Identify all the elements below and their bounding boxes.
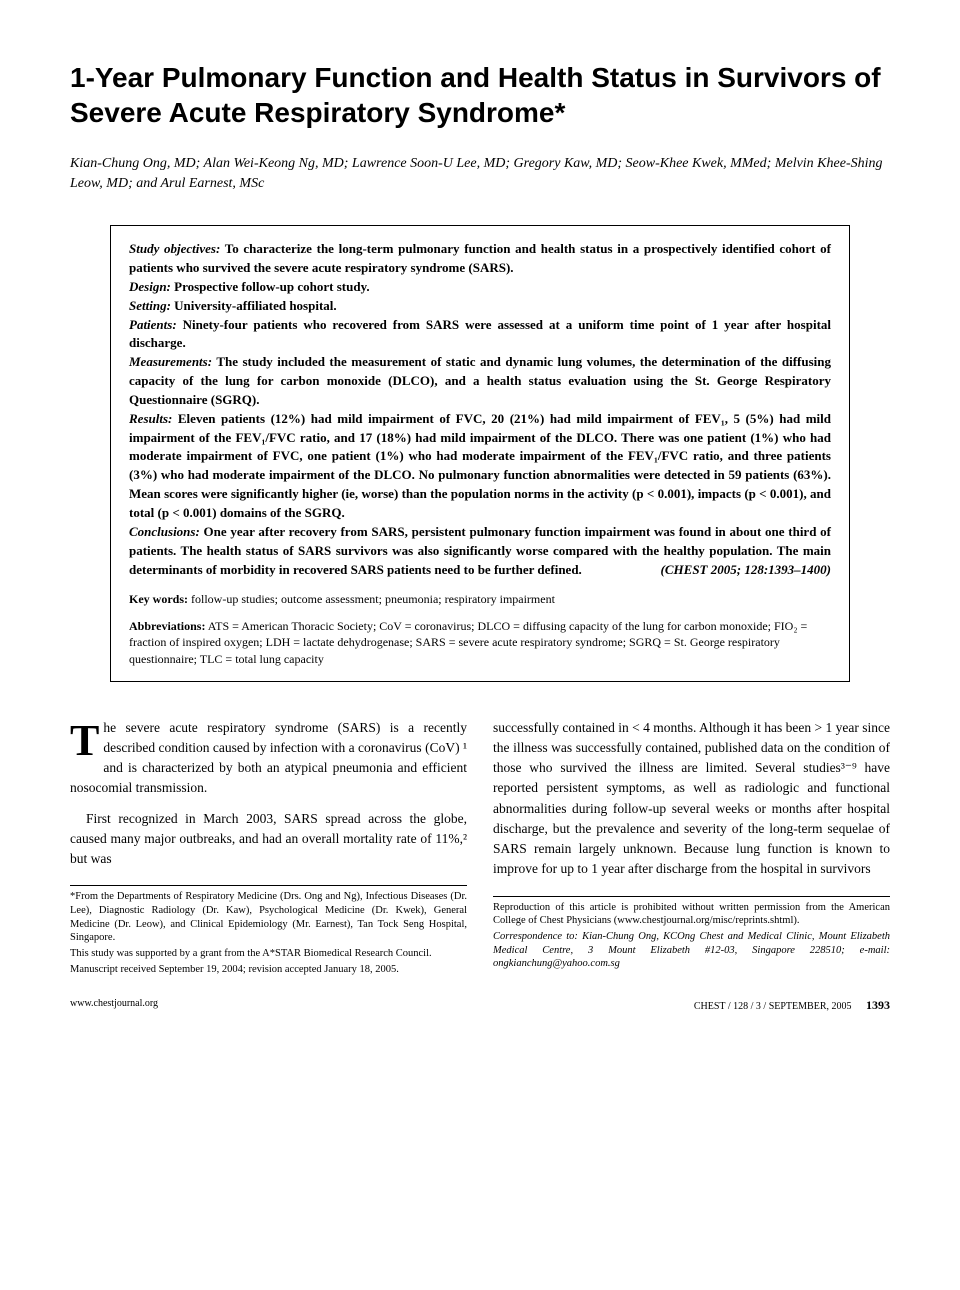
footer-right: CHEST / 128 / 3 / SEPTEMBER, 2005 1393 [694,998,890,1013]
keywords-text: follow-up studies; outcome assessment; p… [191,592,555,606]
patients-label: Patients: [129,317,177,332]
page-footer: www.chestjournal.org CHEST / 128 / 3 / S… [70,998,890,1013]
results-label: Results: [129,411,172,426]
paragraph-1: The severe acute respiratory syndrome (S… [70,718,467,799]
citation: (CHEST 2005; 128:1393–1400) [661,561,831,580]
author-list: Kian-Chung Ong, MD; Alan Wei-Keong Ng, M… [70,154,890,193]
body-text: The severe acute respiratory syndrome (S… [70,718,890,979]
support-note: This study was supported by a grant from… [70,947,467,961]
design-label: Design: [129,279,171,294]
drop-cap: T [70,718,103,759]
measurements-text: The study included the measurement of st… [129,354,831,407]
footer-issue: CHEST / 128 / 3 / SEPTEMBER, 2005 [694,1001,852,1012]
conclusions-label: Conclusions: [129,524,200,539]
abbreviations-line: Abbreviations: ATS = American Thoracic S… [129,618,831,667]
abbreviations-text: ATS = American Thoracic Society; CoV = c… [129,619,807,665]
footnotes-left: *From the Departments of Respiratory Med… [70,885,467,976]
footer-url: www.chestjournal.org [70,998,158,1013]
reproduction-note: Reproduction of this article is prohibit… [493,901,890,928]
abstract-box: Study objectives: To characterize the lo… [110,225,850,682]
keywords-line: Key words: follow-up studies; outcome as… [129,591,831,608]
setting-text: University-affiliated hospital. [174,298,337,313]
objectives-text: To characterize the long-term pulmonary … [129,241,831,275]
patients-text: Ninety-four patients who recovered from … [129,317,831,351]
affiliation-note: *From the Departments of Respiratory Med… [70,890,467,945]
right-column: successfully contained in < 4 months. Al… [493,718,890,979]
footnotes-right: Reproduction of this article is prohibit… [493,896,890,971]
paragraph-2: First recognized in March 2003, SARS spr… [70,809,467,870]
results-text: Eleven patients (12%) had mild impairmen… [129,411,831,520]
abbreviations-label: Abbreviations: [129,619,205,633]
manuscript-note: Manuscript received September 19, 2004; … [70,963,467,977]
article-title: 1-Year Pulmonary Function and Health Sta… [70,60,890,130]
left-column: The severe acute respiratory syndrome (S… [70,718,467,979]
objectives-label: Study objectives: [129,241,220,256]
setting-label: Setting: [129,298,171,313]
design-text: Prospective follow-up cohort study. [174,279,369,294]
correspondence-note: Correspondence to: Kian-Chung Ong, KCOng… [493,930,890,971]
page-number: 1393 [866,998,890,1012]
para1-text: he severe acute respiratory syndrome (SA… [70,720,467,796]
keywords-label: Key words: [129,592,188,606]
paragraph-3: successfully contained in < 4 months. Al… [493,718,890,880]
measurements-label: Measurements: [129,354,212,369]
abstract-body: Study objectives: To characterize the lo… [129,240,831,579]
